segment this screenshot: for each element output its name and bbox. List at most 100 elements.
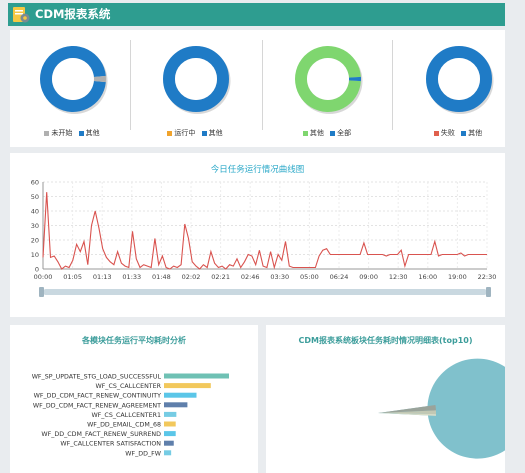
x-tick-label: 05:00 xyxy=(300,273,319,281)
y-tick-label: 60 xyxy=(31,179,39,187)
pie-slice[interactable] xyxy=(378,413,436,416)
donut-hole xyxy=(52,58,94,100)
legend-swatch xyxy=(78,130,84,136)
legend-label: 失败 xyxy=(440,129,455,137)
bar[interactable] xyxy=(164,431,176,437)
pie-chart-title: CDM报表系统板块任务耗时情况明细表(top10) xyxy=(298,336,473,345)
bar-category-label: WF_DD_CDM_FACT_RENEW_SURREND xyxy=(41,431,161,438)
legend-item[interactable]: 未开始 xyxy=(44,128,72,138)
x-tick-label: 01:13 xyxy=(93,273,112,281)
legend-label: 其他 xyxy=(208,129,223,137)
pie-slice[interactable] xyxy=(378,410,436,415)
running-donut[interactable] xyxy=(159,42,233,116)
daily-run-line-panel: 今日任务运行情况曲线图 0 10 20 30 40 50 60 00:00 01:05 01:1… xyxy=(10,153,505,317)
x-tick-label: 01:48 xyxy=(152,273,171,281)
y-tick-label: 40 xyxy=(31,208,39,216)
line-series[interactable] xyxy=(42,192,487,270)
zoom-slider-range[interactable] xyxy=(43,289,487,295)
legend-swatch xyxy=(302,130,308,136)
bar[interactable] xyxy=(164,392,197,398)
donut-hole xyxy=(438,58,480,100)
legend-item[interactable]: 其他 xyxy=(461,128,482,138)
legend-item[interactable]: 全部 xyxy=(330,128,351,138)
donut-hole xyxy=(175,58,217,100)
app-header: CDM报表系统 xyxy=(8,3,505,26)
pie-slice[interactable] xyxy=(378,358,505,459)
bar[interactable] xyxy=(164,402,188,408)
legend-item[interactable]: 其他 xyxy=(201,128,223,138)
x-tick-label: 06:24 xyxy=(330,273,349,281)
pie-slice[interactable] xyxy=(378,404,436,413)
legend-item[interactable]: 其他 xyxy=(78,128,100,138)
zoom-slider[interactable] xyxy=(39,287,491,297)
not-started-donut[interactable] xyxy=(36,42,110,116)
bar-category-label: WF_SP_UPDATE_STG_LOAD_SUCCESSFUL xyxy=(32,374,162,381)
zoom-slider-left-handle[interactable] xyxy=(39,287,44,297)
x-tick-label: 03:30 xyxy=(270,273,289,281)
x-tick-label: 22:30 xyxy=(478,273,497,281)
bar[interactable] xyxy=(164,421,176,427)
donut-slice-main[interactable] xyxy=(426,46,492,112)
bar[interactable] xyxy=(164,440,174,446)
legend-swatch xyxy=(330,130,336,136)
x-tick-label: 02:21 xyxy=(211,273,230,281)
x-tick-label: 01:05 xyxy=(63,273,82,281)
x-tick-label: 09:00 xyxy=(359,273,378,281)
divider xyxy=(262,40,263,130)
legend-label: 运行中 xyxy=(174,129,196,137)
x-tick-label: 00:00 xyxy=(34,273,53,281)
bar-category-label: WF_CS_CALLCENTER xyxy=(95,383,161,390)
donut-slice-main[interactable] xyxy=(295,45,361,112)
legend-label: 其他 xyxy=(309,129,324,137)
bar-chart-title: 各模块任务运行平均耗时分析 xyxy=(82,336,186,345)
failed-donut[interactable] xyxy=(422,42,496,116)
donut-all: 其他 全部 xyxy=(267,30,387,147)
donut-legend: 运行中 其他 xyxy=(135,128,255,138)
bar[interactable] xyxy=(164,450,172,456)
module-avg-duration-panel: 各模块任务运行平均耗时分析 WF_SP_UPDATE_STG_LOAD_SUCC… xyxy=(10,325,258,473)
donut-slice-main[interactable] xyxy=(163,46,229,112)
status-summary-panel: 未开始 其他 运行中 其他 其他 全部 失败 其他 xyxy=(10,30,505,147)
donut-slice-main[interactable] xyxy=(40,46,106,112)
y-tick-label: 10 xyxy=(31,251,39,259)
divider xyxy=(392,40,393,130)
donut-running: 运行中 其他 xyxy=(135,30,255,147)
x-tick-label: 01:33 xyxy=(122,273,141,281)
line-chart-title: 今日任务运行情况曲线图 xyxy=(210,165,305,175)
y-tick-label: 30 xyxy=(31,222,39,230)
legend-swatch xyxy=(44,130,50,136)
module-avg-duration-chart[interactable]: WF_SP_UPDATE_STG_LOAD_SUCCESSFUL WF_CS_CA… xyxy=(10,325,258,473)
legend-item[interactable]: 其他 xyxy=(302,128,324,138)
bar[interactable] xyxy=(164,373,229,379)
all-donut[interactable] xyxy=(291,42,365,116)
legend-label: 其他 xyxy=(85,129,100,137)
legend-label: 其他 xyxy=(468,129,483,137)
x-tick-label: 19:00 xyxy=(448,273,467,281)
app-title: CDM报表系统 xyxy=(35,7,111,21)
donut-slice-minor[interactable] xyxy=(348,76,361,82)
bar-category-label: WF_DD_CDM_FACT_RENEW_AGREEMENT xyxy=(33,402,161,409)
legend-label: 全部 xyxy=(337,129,352,137)
donut-legend: 未开始 其他 xyxy=(12,128,132,138)
legend-item[interactable]: 运行中 xyxy=(167,128,195,138)
bar-category-label: WF_CS_CALLCENTER1 xyxy=(91,412,161,419)
top10-duration-pie[interactable] xyxy=(266,325,505,473)
donut-legend: 其他 全部 xyxy=(267,128,387,138)
x-tick-label: 02:46 xyxy=(241,273,260,281)
legend-swatch xyxy=(461,130,467,136)
legend-item[interactable]: 失败 xyxy=(433,128,455,138)
bar[interactable] xyxy=(164,411,177,417)
donut-failed: 失败 其他 xyxy=(398,30,518,147)
zoom-slider-right-handle[interactable] xyxy=(486,287,491,297)
legend-label: 未开始 xyxy=(51,129,73,137)
legend-swatch xyxy=(201,130,207,136)
top10-duration-panel: CDM报表系统板块任务耗时情况明细表(top10) xyxy=(266,325,505,473)
bar-category-label: WF_CALLCENTER SATISFACTION xyxy=(60,441,161,448)
app-logo-icon xyxy=(13,7,30,23)
bar-category-label: WF_DD_FW xyxy=(125,450,161,457)
bar[interactable] xyxy=(164,383,211,389)
y-tick-label: 0 xyxy=(35,266,39,274)
bar-category-label: WF_DD_EMAIL_CDM_68 xyxy=(87,422,161,429)
donut-slice-minor[interactable] xyxy=(93,75,106,83)
